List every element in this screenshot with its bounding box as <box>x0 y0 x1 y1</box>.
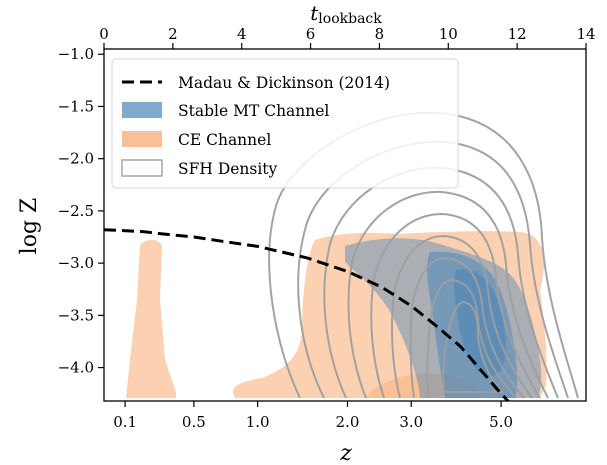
y-axis-title-log: log Z <box>17 198 42 255</box>
top-tick-label: 8 <box>375 25 385 43</box>
legend-ce-label: CE Channel <box>178 131 271 149</box>
y-tick-label: −2.5 <box>58 202 94 220</box>
y-tick-label: −1.5 <box>58 97 94 115</box>
top-axis-title-sub: lookback <box>318 11 382 27</box>
x-axis-top: 0 2 4 6 8 10 12 14 <box>99 25 596 49</box>
top-tick-label: 10 <box>439 25 458 43</box>
sfh-contour-7 <box>409 256 525 399</box>
madau-dickinson-line <box>104 228 510 401</box>
sfh-contour-6 <box>391 234 533 399</box>
legend-box <box>111 58 459 189</box>
x-tick-label: 1.0 <box>246 413 270 431</box>
legend-ce-swatch <box>122 131 162 147</box>
x-tick-label: 0.5 <box>182 413 206 431</box>
x-axis-title: z <box>339 441 352 465</box>
y-tick-label: −3.5 <box>58 306 94 324</box>
x-axis-bottom: 0.1 0.5 1.0 2.0 3.0 5.0 <box>113 401 513 431</box>
x-tick-label: 3.0 <box>399 413 423 431</box>
y-tick-label: −4.0 <box>58 359 94 377</box>
ce-region-left-stripe <box>126 239 176 398</box>
stable-mt-channel-region <box>345 238 542 398</box>
top-tick-label: 6 <box>306 25 316 43</box>
top-tick-label: 4 <box>237 25 247 43</box>
sfh-contour-4 <box>347 190 549 399</box>
sfh-contour-8 <box>426 278 517 399</box>
plot-frame <box>103 48 587 402</box>
y-tick-label: −1.0 <box>58 45 94 63</box>
sfh-contour-5 <box>370 212 541 399</box>
x-tick-label: 5.0 <box>489 413 513 431</box>
top-tick-label: 14 <box>576 25 595 43</box>
legend-md-label: Madau & Dickinson (2014) <box>178 74 390 92</box>
top-tick-label: 2 <box>168 25 178 43</box>
legend-sfh-swatch <box>121 159 163 177</box>
legend-sfh-label: SFH Density <box>178 160 278 178</box>
top-tick-label: 0 <box>99 25 109 43</box>
y-axis: −1.0 −1.5 −2.0 −2.5 −3.0 −3.5 −4.0 <box>58 45 104 377</box>
y-tick-label: −3.0 <box>58 254 94 272</box>
x-tick-label: 0.1 <box>113 413 137 431</box>
y-axis-title: log Z <box>17 198 42 255</box>
top-axis-title: tlookback <box>310 1 382 27</box>
sfh-contour-9 <box>442 300 505 393</box>
top-tick-label: 12 <box>508 25 527 43</box>
legend: Madau & Dickinson (2014) Stable MT Chann… <box>111 58 459 189</box>
legend-stable-mt-label: Stable MT Channel <box>178 102 329 120</box>
top-axis-title-t: t <box>310 1 319 25</box>
y-tick-label: −2.0 <box>58 150 94 168</box>
x-tick-label: 2.0 <box>336 413 360 431</box>
legend-stable-mt-swatch <box>122 102 162 118</box>
